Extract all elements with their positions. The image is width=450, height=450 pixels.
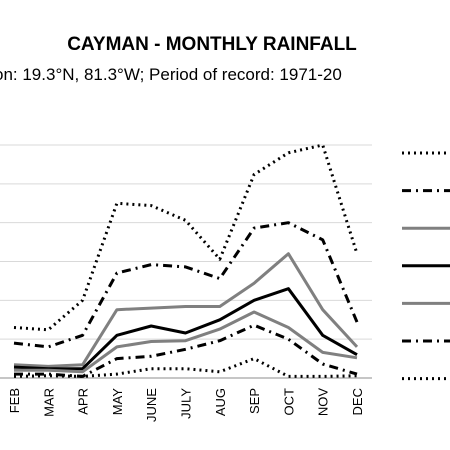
chart-subtitle: on: 19.3°N, 81.3°W; Period of record: 19… bbox=[0, 65, 342, 84]
x-tick-label: MAY bbox=[110, 388, 125, 416]
series-lines bbox=[13, 143, 359, 378]
x-axis-tick-labels: FEB MAR APR MAY JUNE JULY AUG SEP OCT NOV DEC bbox=[7, 388, 365, 422]
x-tick-label: SEP bbox=[247, 388, 262, 414]
x-tick-label: MAR bbox=[41, 388, 56, 417]
x-tick-label: JULY bbox=[179, 388, 194, 419]
x-tick-label: OCT bbox=[281, 388, 296, 416]
x-tick-label: DEC bbox=[350, 388, 365, 415]
legend bbox=[402, 151, 450, 381]
x-tick-label: AUG bbox=[213, 388, 228, 416]
series-line-2 bbox=[13, 221, 359, 349]
series-line-4 bbox=[13, 287, 358, 371]
x-tick-label: NOV bbox=[316, 388, 331, 417]
gridlines bbox=[0, 144, 372, 379]
series-line-1 bbox=[13, 143, 359, 332]
x-tick-label: FEB bbox=[7, 388, 22, 413]
series-line-6 bbox=[14, 323, 358, 378]
x-tick-label: APR bbox=[76, 388, 91, 415]
series-line-5 bbox=[14, 310, 358, 374]
chart-title: CAYMAN - MONTHLY RAINFALL bbox=[67, 34, 357, 55]
series-line-3 bbox=[13, 252, 359, 368]
x-tick-label: JUNE bbox=[144, 388, 159, 422]
